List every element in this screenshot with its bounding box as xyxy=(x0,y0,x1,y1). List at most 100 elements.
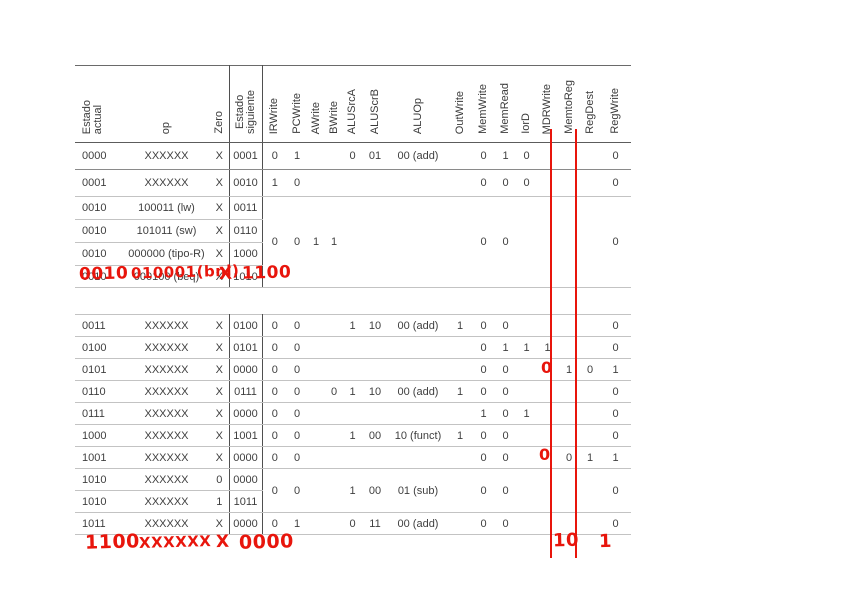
cell-regwrite: 0 xyxy=(600,142,631,170)
cell-regwrite: 0 xyxy=(600,380,631,403)
cell-aluscrb xyxy=(362,358,388,381)
cell-estado-actual: 0010 xyxy=(75,265,123,288)
table-row: 1010 XXXXXX 0 0000 0 0 1 00 01 (sub) 0 0 0 xyxy=(75,468,631,513)
cell-pcwrite: 0 xyxy=(287,196,307,288)
cell-memread: 0 xyxy=(495,402,516,425)
cell-estado-siguiente: 0010 xyxy=(229,169,263,197)
control-table-upper-block: Estado actual op Zero Estado siguiente IRWrite… xyxy=(75,65,631,288)
cell-bwrite xyxy=(325,336,343,359)
handwritten-memtoreg-bit-1001: 0 xyxy=(539,445,551,464)
handwritten-zero: X xyxy=(218,263,233,285)
header-memtoreg: MemtoReg xyxy=(558,65,580,143)
cell-regwrite: 0 xyxy=(600,424,631,447)
table-row: 0000 XXXXXX X 0001 0 1 0 01 00 (add) 0 1 0 0 xyxy=(75,142,631,170)
cell-regwrite: 0 xyxy=(600,196,631,288)
cell-awrite xyxy=(307,358,325,381)
table-row: 0111 XXXXXX X 0000 0 0 1 0 1 0 xyxy=(75,402,631,425)
cell-memread: 0 xyxy=(495,424,516,447)
cell-iord xyxy=(516,424,537,447)
cell-regwrite: 0 xyxy=(600,314,631,337)
cell-estado-siguiente: 1011 xyxy=(229,490,263,513)
cell-memread: 0 xyxy=(495,358,516,381)
cell-bwrite xyxy=(325,512,343,535)
red-column-line-left xyxy=(550,129,552,558)
cell-alusrca xyxy=(343,196,362,288)
cell-regdest xyxy=(580,314,600,337)
cell-estado-actual: 1000 xyxy=(75,424,123,447)
cell-memwrite: 0 xyxy=(472,142,495,170)
cell-iord xyxy=(516,196,537,288)
cell-pcwrite: 0 xyxy=(287,336,307,359)
cell-estado-actual: 1011 xyxy=(75,512,123,535)
cell-op: XXXXXX xyxy=(123,142,210,170)
cell-mdrwrite xyxy=(537,380,558,403)
cell-aluop: 00 (add) xyxy=(388,142,448,170)
cell-outwrite xyxy=(448,196,472,288)
cell-bwrite xyxy=(325,142,343,170)
cell-memwrite: 0 xyxy=(472,336,495,359)
cell-memtoreg xyxy=(558,380,580,403)
table-row: 0100 XXXXXX X 0101 0 0 0 1 1 1 0 xyxy=(75,336,631,359)
cell-estado-actual: 0101 xyxy=(75,358,123,381)
cell-zero: X xyxy=(210,265,230,288)
iord-label: IorD xyxy=(520,113,532,134)
cell-estado-siguiente: 0011 xyxy=(229,196,263,220)
header-row: Estado actual op Zero Estado siguiente IRWrite… xyxy=(75,65,631,143)
cell-estado-actual: 0011 xyxy=(75,314,123,337)
memwrite-label: MemWrite xyxy=(477,84,489,134)
cell-memwrite: 1 xyxy=(472,402,495,425)
memtoreg-label: MemtoReg xyxy=(562,80,575,134)
cell-memtoreg xyxy=(558,169,580,197)
cell-memtoreg xyxy=(558,142,580,170)
cell-op: XXXXXX xyxy=(123,169,210,197)
cell-mdrwrite xyxy=(537,402,558,425)
cell-iord xyxy=(516,512,537,535)
cell-estado-actual: 0001 xyxy=(75,169,123,197)
zero-label: Zero xyxy=(212,111,225,134)
cell-aluop: 01 (sub) xyxy=(388,468,448,513)
cell-regdest xyxy=(580,512,600,535)
cell-alusrca: 0 xyxy=(343,512,362,535)
cell-memread: 0 xyxy=(495,380,516,403)
cell-mdrwrite xyxy=(537,358,558,381)
header-irwrite: IRWrite xyxy=(262,65,287,143)
cell-bwrite xyxy=(325,402,343,425)
cell-memtoreg xyxy=(558,314,580,337)
cell-alusrca: 0 xyxy=(343,142,362,170)
cell-irwrite: 0 xyxy=(262,358,287,381)
handwritten-added-transition-row: 0010 010001(bnl) X 1100 xyxy=(75,260,631,294)
cell-op: 101011 (sw) xyxy=(123,219,210,243)
handwritten-estado-siguiente: 0000 xyxy=(238,530,295,554)
cell-bwrite: 1 xyxy=(325,196,343,288)
cell-alusrca: 1 xyxy=(343,314,362,337)
cell-aluscrb xyxy=(362,446,388,469)
cell-zero: X xyxy=(210,314,230,337)
header-zero: Zero xyxy=(210,65,230,143)
cell-aluscrb: 00 xyxy=(362,424,388,447)
cell-aluop: 00 (add) xyxy=(388,512,448,535)
cell-op: XXXXXX xyxy=(123,358,210,381)
cell-aluop xyxy=(388,196,448,288)
cell-memwrite: 0 xyxy=(472,512,495,535)
header-regwrite: RegWrite xyxy=(600,65,631,143)
cell-mdrwrite xyxy=(537,512,558,535)
cell-memread: 0 xyxy=(495,512,516,535)
cell-outwrite xyxy=(448,142,472,170)
cell-mdrwrite xyxy=(537,169,558,197)
cell-irwrite: 0 xyxy=(262,142,287,170)
cell-bwrite: 0 xyxy=(325,380,343,403)
cell-zero: 1 xyxy=(210,490,230,513)
handwritten-new-state-row: 1100 XXXXXX X 0000 10 1 xyxy=(75,529,631,559)
memread-label: MemRead xyxy=(499,83,511,134)
cell-aluscrb: 00 xyxy=(362,468,388,513)
cell-aluop: 00 (add) xyxy=(388,380,448,403)
handwritten-memtoreg-value: 10 xyxy=(552,529,580,552)
cell-aluscrb xyxy=(362,402,388,425)
cell-regdest xyxy=(580,402,600,425)
cell-irwrite: 0 xyxy=(262,314,287,337)
cell-zero: 0 xyxy=(210,468,230,491)
header-regdest: RegDest xyxy=(580,65,600,143)
table-row: 0010 000100 (beq) X 1010 xyxy=(75,265,631,288)
cell-irwrite: 0 xyxy=(262,424,287,447)
cell-memread: 0 xyxy=(495,314,516,337)
